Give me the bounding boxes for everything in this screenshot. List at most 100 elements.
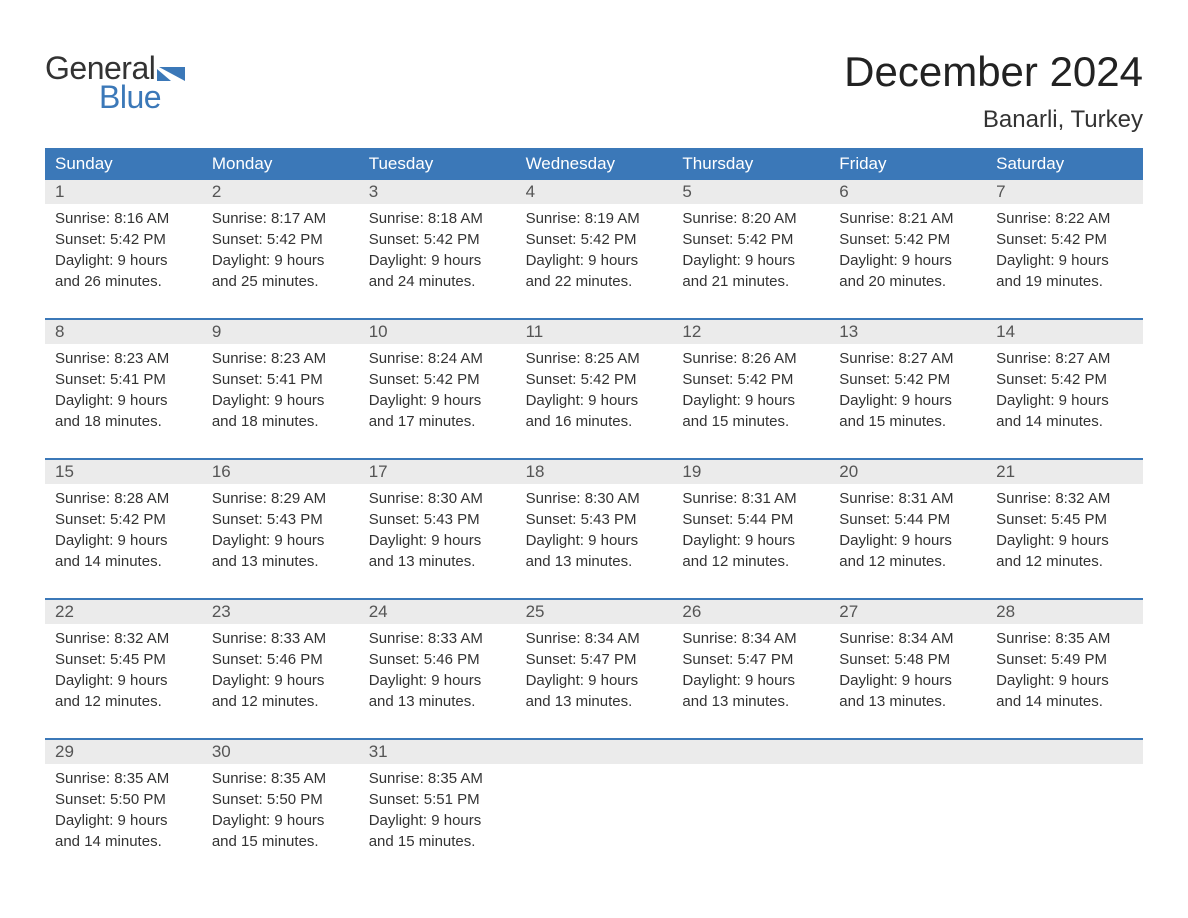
daylight-line-1: Daylight: 9 hours xyxy=(212,250,349,271)
sunrise-line: Sunrise: 8:24 AM xyxy=(369,348,506,369)
sunset-line: Sunset: 5:50 PM xyxy=(212,789,349,810)
daylight-line-2: and 17 minutes. xyxy=(369,411,506,432)
sunrise-line: Sunrise: 8:35 AM xyxy=(212,768,349,789)
day-info: Sunrise: 8:33 AMSunset: 5:46 PMDaylight:… xyxy=(359,624,516,718)
day-info: Sunrise: 8:16 AMSunset: 5:42 PMDaylight:… xyxy=(45,204,202,298)
date-number xyxy=(829,740,986,764)
day-info: Sunrise: 8:19 AMSunset: 5:42 PMDaylight:… xyxy=(516,204,673,298)
date-number: 28 xyxy=(986,600,1143,624)
sunset-line: Sunset: 5:49 PM xyxy=(996,649,1133,670)
day-info: Sunrise: 8:32 AMSunset: 5:45 PMDaylight:… xyxy=(986,484,1143,578)
date-number: 15 xyxy=(45,460,202,484)
day-info: Sunrise: 8:25 AMSunset: 5:42 PMDaylight:… xyxy=(516,344,673,438)
day-info: Sunrise: 8:34 AMSunset: 5:47 PMDaylight:… xyxy=(516,624,673,718)
day-info: Sunrise: 8:35 AMSunset: 5:49 PMDaylight:… xyxy=(986,624,1143,718)
daylight-line-2: and 14 minutes. xyxy=(55,551,192,572)
daylight-line-2: and 14 minutes. xyxy=(996,691,1133,712)
date-number: 7 xyxy=(986,180,1143,204)
daylight-line-2: and 22 minutes. xyxy=(526,271,663,292)
day-info: Sunrise: 8:32 AMSunset: 5:45 PMDaylight:… xyxy=(45,624,202,718)
sunrise-line: Sunrise: 8:33 AM xyxy=(369,628,506,649)
day-info xyxy=(986,764,1143,858)
daylight-line-2: and 18 minutes. xyxy=(212,411,349,432)
sunset-line: Sunset: 5:44 PM xyxy=(682,509,819,530)
info-row: Sunrise: 8:28 AMSunset: 5:42 PMDaylight:… xyxy=(45,484,1143,578)
sunrise-line: Sunrise: 8:19 AM xyxy=(526,208,663,229)
date-number: 18 xyxy=(516,460,673,484)
daylight-line-2: and 13 minutes. xyxy=(526,691,663,712)
daylight-line-1: Daylight: 9 hours xyxy=(212,390,349,411)
sunrise-line: Sunrise: 8:16 AM xyxy=(55,208,192,229)
date-number: 17 xyxy=(359,460,516,484)
header: General Blue December 2024 Banarli, Turk… xyxy=(45,30,1143,134)
daylight-line-2: and 12 minutes. xyxy=(55,691,192,712)
daylight-line-1: Daylight: 9 hours xyxy=(839,530,976,551)
sunset-line: Sunset: 5:42 PM xyxy=(526,229,663,250)
day-info: Sunrise: 8:34 AMSunset: 5:47 PMDaylight:… xyxy=(672,624,829,718)
sunset-line: Sunset: 5:41 PM xyxy=(55,369,192,390)
date-number-row: 293031 xyxy=(45,740,1143,764)
day-name-header: Friday xyxy=(829,148,986,180)
daylight-line-2: and 13 minutes. xyxy=(212,551,349,572)
daylight-line-1: Daylight: 9 hours xyxy=(682,390,819,411)
day-info: Sunrise: 8:34 AMSunset: 5:48 PMDaylight:… xyxy=(829,624,986,718)
week-row: 293031 Sunrise: 8:35 AMSunset: 5:50 PM Day… xyxy=(45,738,1143,858)
week-row: 22232425262728Sunrise: 8:32 AMSunset: 5:… xyxy=(45,598,1143,718)
daylight-line-2: and 12 minutes. xyxy=(212,691,349,712)
sunrise-line: Sunrise: 8:28 AM xyxy=(55,488,192,509)
sunset-line: Sunset: 5:42 PM xyxy=(526,369,663,390)
day-info: Sunrise: 8:31 AMSunset: 5:44 PMDaylight:… xyxy=(672,484,829,578)
sunset-line: Sunset: 5:44 PM xyxy=(839,509,976,530)
daylight-line-2: and 25 minutes. xyxy=(212,271,349,292)
day-info: Sunrise: 8:35 AMSunset: 5:50 PMDaylight:… xyxy=(202,764,359,858)
daylight-line-2: and 13 minutes. xyxy=(369,551,506,572)
daylight-line-1: Daylight: 9 hours xyxy=(369,810,506,831)
sunset-line: Sunset: 5:43 PM xyxy=(212,509,349,530)
day-info: Sunrise: 8:24 AMSunset: 5:42 PMDaylight:… xyxy=(359,344,516,438)
date-number: 31 xyxy=(359,740,516,764)
day-info: Sunrise: 8:23 AMSunset: 5:41 PMDaylight:… xyxy=(45,344,202,438)
day-info: Sunrise: 8:28 AMSunset: 5:42 PMDaylight:… xyxy=(45,484,202,578)
sunrise-line: Sunrise: 8:21 AM xyxy=(839,208,976,229)
daylight-line-1: Daylight: 9 hours xyxy=(996,390,1133,411)
calendar: SundayMondayTuesdayWednesdayThursdayFrid… xyxy=(45,148,1143,858)
daylight-line-1: Daylight: 9 hours xyxy=(369,250,506,271)
date-number: 30 xyxy=(202,740,359,764)
day-info: Sunrise: 8:30 AMSunset: 5:43 PMDaylight:… xyxy=(359,484,516,578)
sunrise-line: Sunrise: 8:33 AM xyxy=(212,628,349,649)
date-number-row: 15161718192021 xyxy=(45,460,1143,484)
info-row: Sunrise: 8:35 AMSunset: 5:50 PM Daylight:… xyxy=(45,764,1143,858)
sunset-line: Sunset: 5:51 PM xyxy=(369,789,506,810)
info-row: Sunrise: 8:23 AMSunset: 5:41 PMDaylight:… xyxy=(45,344,1143,438)
sunrise-line: Sunrise: 8:27 AM xyxy=(839,348,976,369)
daylight-line-2: and 13 minutes. xyxy=(682,691,819,712)
date-number: 2 xyxy=(202,180,359,204)
daylight-line-1: Daylight: 9 hours xyxy=(682,530,819,551)
week-row: 15161718192021Sunrise: 8:28 AMSunset: 5:… xyxy=(45,458,1143,578)
daylight-line-2: and 12 minutes. xyxy=(996,551,1133,572)
date-number: 5 xyxy=(672,180,829,204)
daylight-line-1: Daylight: 9 hours xyxy=(55,530,192,551)
day-info: Sunrise: 8:35 AMSunset: 5:50 PMDaylight:… xyxy=(45,764,202,858)
daylight-line-1: Daylight: 9 hours xyxy=(996,250,1133,271)
sunrise-line: Sunrise: 8:34 AM xyxy=(682,628,819,649)
sunset-line: Sunset: 5:42 PM xyxy=(682,229,819,250)
sunset-line: Sunset: 5:42 PM xyxy=(839,369,976,390)
date-number: 4 xyxy=(516,180,673,204)
sunset-line: Sunset: 5:42 PM xyxy=(369,229,506,250)
daylight-line-1: Daylight: 9 hours xyxy=(55,250,192,271)
date-number xyxy=(672,740,829,764)
daylight-line-2: and 13 minutes. xyxy=(526,551,663,572)
date-number: 13 xyxy=(829,320,986,344)
date-number: 27 xyxy=(829,600,986,624)
daylight-line-1: Daylight: 9 hours xyxy=(839,250,976,271)
sunset-line: Sunset: 5:42 PM xyxy=(996,229,1133,250)
date-number: 3 xyxy=(359,180,516,204)
day-info: Sunrise: 8:20 AMSunset: 5:42 PMDaylight:… xyxy=(672,204,829,298)
week-row: 891011121314Sunrise: 8:23 AMSunset: 5:41… xyxy=(45,318,1143,438)
location: Banarli, Turkey xyxy=(844,106,1143,134)
sunset-line: Sunset: 5:42 PM xyxy=(682,369,819,390)
sunset-line: Sunset: 5:47 PM xyxy=(526,649,663,670)
daylight-line-2: and 21 minutes. xyxy=(682,271,819,292)
date-number: 24 xyxy=(359,600,516,624)
